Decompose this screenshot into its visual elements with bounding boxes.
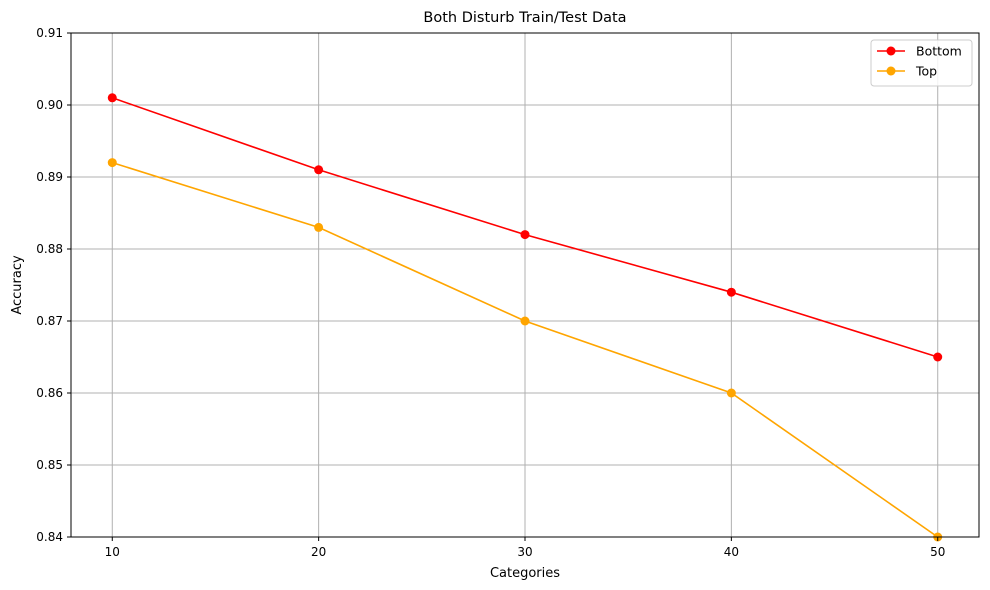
data-point-bottom (726, 287, 736, 297)
series-bottom (107, 93, 943, 362)
y-tick-label: 0.89 (36, 170, 63, 184)
y-tick-label: 0.85 (36, 458, 63, 472)
y-axis-label: Accuracy (10, 255, 25, 315)
legend-swatch-marker (886, 46, 896, 56)
data-point-bottom (520, 230, 530, 240)
x-axis-label: Categories (490, 566, 560, 581)
data-point-bottom (314, 165, 324, 175)
y-tick-label: 0.84 (36, 530, 63, 544)
data-point-bottom (933, 352, 943, 362)
legend: Bottom Top (870, 39, 973, 87)
x-tick-label: 10 (105, 545, 120, 559)
data-point-top (314, 222, 324, 232)
legend-swatch-marker (886, 66, 896, 76)
axis-ticks: 10 20 30 40 50 0.84 0.85 0.86 0.87 0.88 0.89 0.90 0.… (36, 26, 945, 559)
data-point-top (520, 316, 530, 326)
data-point-bottom (107, 93, 117, 103)
chart-title: Both Disturb Train/Test Data (423, 10, 626, 26)
x-tick-label: 40 (724, 545, 739, 559)
series-layer (107, 93, 943, 542)
y-tick-label: 0.88 (36, 242, 63, 256)
x-tick-label: 50 (930, 545, 945, 559)
grid (71, 32, 979, 538)
x-tick-label: 30 (517, 545, 532, 559)
y-tick-label: 0.91 (36, 26, 63, 40)
legend-label: Top (915, 64, 937, 79)
y-tick-label: 0.86 (36, 386, 63, 400)
y-tick-label: 0.90 (36, 98, 63, 112)
x-tick-label: 20 (311, 545, 326, 559)
data-point-top (107, 158, 117, 168)
data-point-top (726, 388, 736, 398)
legend-label: Bottom (916, 44, 962, 59)
y-tick-label: 0.87 (36, 314, 63, 328)
